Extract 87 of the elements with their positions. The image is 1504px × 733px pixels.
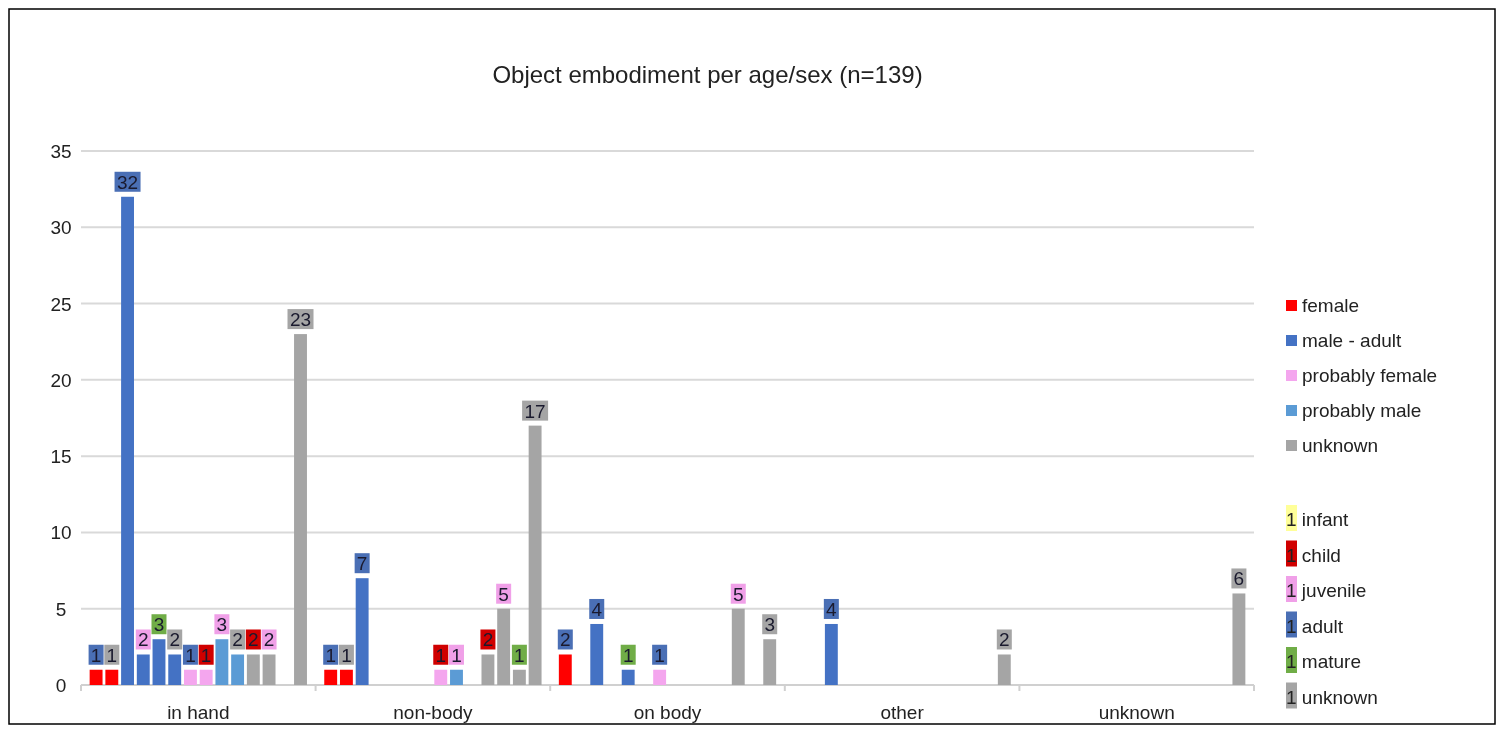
data-label: 5 — [498, 583, 509, 605]
data-label: 1 — [185, 644, 196, 666]
data-label: 1 — [435, 644, 447, 666]
bar — [512, 669, 526, 685]
data-label: 1 — [200, 644, 212, 666]
bar — [1232, 593, 1246, 685]
y-tick-label: 35 — [50, 141, 72, 162]
bar — [199, 669, 213, 685]
bar — [497, 608, 511, 685]
bar — [324, 669, 338, 685]
bar — [355, 578, 369, 685]
data-label: 2 — [248, 629, 259, 651]
bar — [262, 654, 276, 685]
y-tick-label: 30 — [50, 217, 72, 239]
data-label: 2 — [482, 629, 494, 651]
data-label: 1 — [622, 644, 634, 666]
bar — [997, 654, 1011, 685]
bar — [89, 669, 103, 685]
bar — [763, 639, 777, 685]
bar — [168, 654, 182, 685]
data-label: 3 — [153, 614, 165, 636]
data-label: 23 — [289, 309, 312, 331]
data-label: 7 — [356, 553, 368, 575]
data-label: 2 — [263, 629, 275, 651]
bar — [136, 654, 150, 685]
data-label: 2 — [999, 629, 1010, 651]
bar — [731, 608, 745, 685]
bar — [481, 654, 495, 685]
bar — [105, 669, 119, 685]
bar — [215, 639, 229, 685]
legend-label: female — [1302, 295, 1360, 316]
data-label: 1 — [90, 644, 102, 666]
data-label: 1 — [451, 644, 462, 666]
text: 1 adult — [1286, 615, 1344, 637]
bar — [183, 669, 197, 685]
chart-title: Object embodiment per age/sex (n=139) — [492, 61, 923, 88]
bar — [450, 669, 463, 685]
x-tick-label: on body — [633, 702, 702, 723]
legend-label: unknown — [1302, 435, 1379, 456]
legend-label: male - adult — [1302, 330, 1402, 351]
bar — [558, 654, 572, 685]
bar — [246, 654, 260, 685]
x-tick-label: in hand — [167, 702, 230, 723]
y-tick-label: 5 — [55, 598, 67, 620]
text: 1 juvenile — [1286, 580, 1367, 601]
data-label: 17 — [524, 400, 546, 422]
bar — [590, 623, 604, 685]
data-label: 2 — [137, 629, 149, 651]
data-label: 1 — [106, 644, 118, 666]
legend-label: probably female — [1302, 365, 1438, 386]
y-tick-label: 15 — [50, 446, 72, 468]
y-tick-label: 0 — [55, 675, 67, 696]
data-label: 1 — [341, 644, 352, 666]
legend-label: probably male — [1302, 400, 1422, 421]
bar — [653, 669, 667, 685]
data-label: 6 — [1233, 568, 1245, 590]
text: 1 child — [1286, 544, 1341, 566]
bar — [231, 654, 245, 685]
bar — [152, 639, 166, 685]
data-label: 3 — [216, 614, 228, 636]
data-label: 2 — [169, 629, 180, 651]
bar — [121, 196, 134, 685]
text: 1 unknown — [1286, 686, 1378, 708]
x-tick-label: other — [880, 702, 925, 723]
data-label: 1 — [514, 644, 525, 666]
x-tick-label: non-body — [393, 702, 474, 723]
data-label: 2 — [232, 629, 243, 651]
bar — [294, 334, 307, 685]
y-tick-label: 10 — [50, 522, 72, 544]
bar — [339, 669, 353, 685]
bar — [824, 623, 838, 685]
y-tick-label: 20 — [50, 369, 72, 391]
data-label: 32 — [116, 171, 139, 193]
data-label: 1 — [325, 644, 336, 666]
text: 1 mature — [1286, 651, 1361, 672]
y-tick-label: 25 — [50, 293, 72, 315]
data-label: 2 — [560, 629, 571, 651]
data-label: 1 — [654, 644, 665, 666]
x-tick-label: unknown — [1098, 702, 1175, 723]
bar — [434, 669, 448, 685]
data-label: 4 — [826, 598, 838, 620]
bar — [621, 669, 635, 685]
text: 1 infant — [1286, 509, 1350, 530]
data-label: 4 — [591, 598, 603, 620]
data-label: 3 — [764, 614, 775, 636]
bar — [528, 425, 542, 685]
data-label: 5 — [732, 583, 744, 605]
